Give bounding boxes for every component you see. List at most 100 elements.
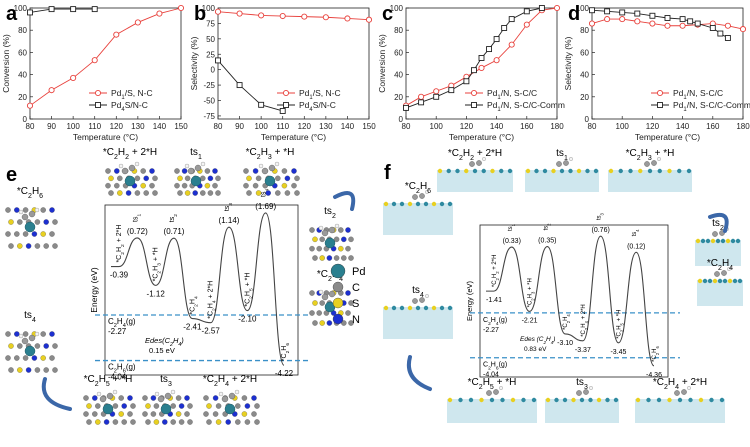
data-point: [478, 64, 485, 71]
lattice-atom: [178, 403, 185, 409]
pd-atom: [224, 403, 236, 415]
slab-body: [695, 240, 741, 266]
species-label: *C2H5 + *H: [84, 374, 133, 388]
adsorbate-carbon: [268, 164, 276, 172]
lattice-atom: [200, 190, 206, 196]
state-label: ts4: [261, 189, 271, 197]
series-line: [29, 7, 182, 107]
data-point: [258, 101, 265, 108]
plot-frame: [29, 7, 182, 120]
data-point: [634, 18, 641, 25]
legend-marker: [470, 89, 478, 97]
lattice-atom: [142, 395, 148, 401]
lattice-atom: [284, 175, 291, 182]
data-point: [694, 20, 701, 27]
y-axis-label: Selectivity (%): [189, 36, 199, 90]
species-label: ts4: [24, 310, 36, 324]
hydrogen-atom: [687, 386, 691, 390]
data-point: [433, 88, 440, 95]
lattice-atom: [43, 219, 49, 225]
y-axis-label: Conversion (%): [1, 34, 11, 93]
state-label: ts1: [508, 223, 516, 231]
lattice-atom: [83, 395, 89, 401]
x-tick-label: 150: [174, 122, 188, 131]
surface-atom: [720, 238, 726, 244]
lattice-atom: [150, 411, 157, 417]
lattice-atom: [5, 331, 11, 337]
y-tick-label: 60: [18, 48, 27, 57]
surface-atom: [562, 397, 568, 403]
lattice-atom: [40, 331, 46, 337]
surface-atom: [525, 168, 531, 174]
structure-image: [203, 389, 260, 425]
data-point: [493, 36, 500, 43]
panel-label: a: [6, 3, 18, 25]
lattice-atom: [152, 175, 158, 182]
adsorbate-carbon: [681, 389, 687, 395]
x-axis-label: Temperature (°C): [73, 132, 138, 142]
structure-image: [635, 386, 725, 423]
lattice-atom: [312, 300, 318, 306]
data-point: [236, 82, 243, 89]
lattice-atom: [203, 395, 209, 401]
species-label: ts1: [190, 147, 202, 161]
lattice-atom: [348, 320, 354, 326]
surface-atom: [737, 278, 743, 284]
lattice-atom: [207, 175, 214, 182]
lattice-atom: [130, 419, 136, 425]
pd-atom: [24, 221, 36, 233]
panel-label: f: [384, 162, 391, 184]
lattice-atom: [8, 243, 14, 249]
surface-atom: [490, 168, 495, 174]
lattice-atom: [175, 395, 182, 401]
data-point: [508, 16, 515, 23]
pd-atom: [264, 175, 276, 187]
x-tick-label: 120: [298, 122, 312, 131]
data-point: [553, 4, 561, 12]
lattice-atom: [316, 245, 322, 252]
data-point: [322, 14, 329, 21]
surface-atom: [431, 201, 437, 207]
data-point: [48, 87, 55, 94]
lattice-atom: [31, 355, 38, 361]
y-tick-label: 60: [394, 48, 403, 57]
adsorbate-carbon: [674, 390, 680, 396]
energy-value: (0.33): [503, 238, 521, 245]
lattice-atom: [265, 190, 271, 196]
reference-label: C2H6(g): [108, 363, 136, 375]
lattice-atom: [149, 168, 155, 174]
lattice-atom: [95, 419, 101, 425]
data-point: [113, 31, 120, 38]
hydrogen-atom: [274, 161, 280, 167]
lattice-atom: [114, 182, 120, 189]
data-point: [486, 46, 493, 53]
slab-body: [525, 170, 599, 192]
lattice-atom: [8, 343, 14, 349]
lattice-atom: [34, 367, 41, 373]
reference-value: -4.04: [483, 372, 499, 379]
surface-atom: [531, 397, 537, 403]
surface-atom: [554, 397, 559, 403]
lattice-atom: [174, 182, 180, 189]
energy-value: -1.41: [486, 297, 502, 304]
legend-entry: Pd4S/N-C: [111, 100, 148, 113]
surface-atom: [383, 305, 389, 311]
adsorbate-carbon: [412, 194, 418, 200]
surface-atom: [647, 168, 653, 174]
lattice-atom: [162, 419, 168, 425]
hydrogen-atom: [134, 161, 140, 167]
surface-atom: [545, 397, 551, 403]
hydrogen-atom: [154, 391, 160, 397]
surface-atom: [383, 201, 389, 207]
surface-atom: [431, 305, 437, 311]
hydrogen-atom: [657, 157, 661, 161]
data-point: [478, 55, 485, 61]
surface-atom: [618, 168, 623, 174]
state-label: *C2H2 + 2*H: [116, 225, 126, 263]
lattice-atom: [184, 175, 191, 182]
lattice-atom: [178, 419, 185, 425]
lattice-atom: [108, 190, 114, 196]
lattice-atom: [212, 168, 218, 174]
adsorbate-carbon: [712, 231, 718, 237]
energy-value: -2.41: [183, 323, 202, 332]
